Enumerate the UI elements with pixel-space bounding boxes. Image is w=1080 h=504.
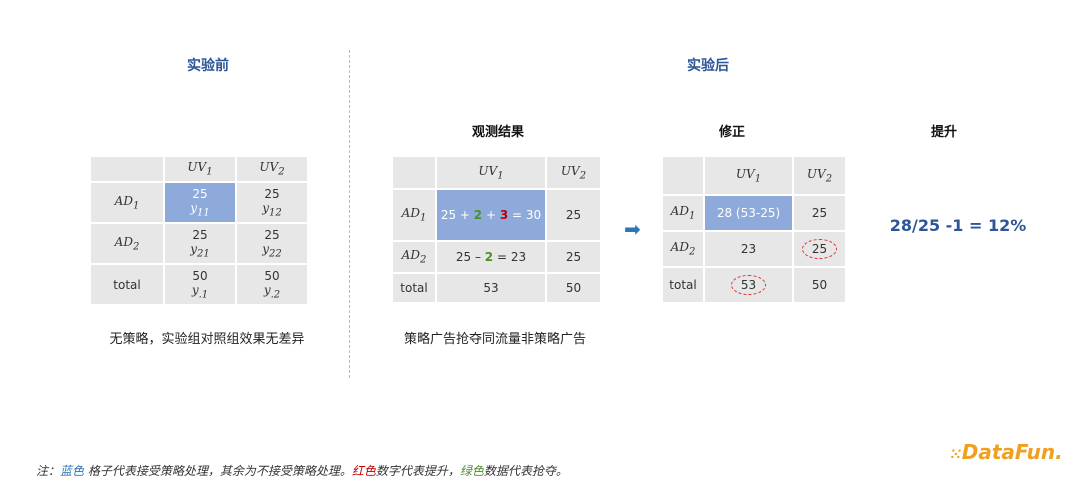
cell-ad2-uv1: 25 – 2 = 23 — [437, 242, 545, 272]
cell-ad1-uv2: 25 — [547, 190, 600, 240]
row-header-ad1: AD1 — [393, 190, 435, 240]
header-uv1: UV1 — [165, 157, 235, 181]
before-caption: 无策略，实验组对照组效果无差异 — [109, 332, 305, 347]
circled-value: 53 — [730, 275, 767, 295]
header-uv1: UV1 — [705, 157, 792, 194]
row-header-ad2: AD2 — [393, 242, 435, 272]
before-section-title: 实验前 — [187, 58, 229, 74]
footnote: 注：蓝色 格子代表接受策略处理，其余为不接受策略处理。红色数字代表提升，绿色数据… — [36, 464, 568, 478]
before-table: UV1 UV2 AD1 25 y11 25 y12 AD2 25 y21 25 y22 … — [89, 155, 309, 306]
observed-table: UV1 UV2 AD1 25 + 2 + 3 = 30 25 AD2 25 – … — [391, 155, 602, 304]
cell-ad2-uv1: 23 — [705, 232, 792, 266]
circled-value: 25 — [801, 239, 838, 259]
observed-title: 观测结果 — [471, 125, 524, 140]
cell-total-uv2: 50 — [794, 268, 845, 302]
row-header-total: total — [91, 265, 163, 304]
row-header-ad1: AD1 — [91, 183, 163, 222]
corner-cell — [393, 157, 435, 188]
row-header-total: total — [663, 268, 703, 302]
lift-title: 提升 — [930, 125, 957, 140]
cell-ad1-uv1: 25 y11 — [165, 183, 235, 222]
cell-total-uv1: 50 y.1 — [165, 265, 235, 304]
logo-dots-icon: ⁙ — [950, 447, 962, 463]
after-section-title: 实验后 — [687, 58, 729, 74]
header-uv2: UV2 — [237, 157, 307, 181]
arrow-right-icon: ➡ — [624, 217, 641, 241]
corrected-table: UV1 UV2 AD1 28 (53-25) 25 AD2 23 25 tota… — [661, 155, 847, 304]
cell-ad2-uv2: 25 — [794, 232, 845, 266]
header-uv2: UV2 — [547, 157, 600, 188]
observed-caption: 策略广告抢夺同流量非策略广告 — [403, 332, 586, 347]
corner-cell — [663, 157, 703, 194]
lift-formula: 28/25 -1 = 12% — [889, 216, 1027, 235]
cell-ad1-uv1: 28 (53-25) — [705, 196, 792, 230]
row-header-ad1: AD1 — [663, 196, 703, 230]
cell-ad2-uv2: 25 — [547, 242, 600, 272]
section-divider — [349, 50, 350, 378]
row-header-ad2: AD2 — [663, 232, 703, 266]
cell-ad1-uv2: 25 y12 — [237, 183, 307, 222]
cell-total-uv1: 53 — [705, 268, 792, 302]
cell-ad2-uv2: 25 y22 — [237, 224, 307, 263]
header-uv2: UV2 — [794, 157, 845, 194]
corrected-title: 修正 — [718, 125, 745, 140]
cell-ad1-uv1: 25 + 2 + 3 = 30 — [437, 190, 545, 240]
datafun-logo: ⁙DataFun. — [950, 440, 1063, 464]
cell-ad2-uv1: 25 y21 — [165, 224, 235, 263]
cell-total-uv2: 50 y.2 — [237, 265, 307, 304]
corner-cell — [91, 157, 163, 181]
row-header-total: total — [393, 274, 435, 302]
header-uv1: UV1 — [437, 157, 545, 188]
row-header-ad2: AD2 — [91, 224, 163, 263]
cell-total-uv1: 53 — [437, 274, 545, 302]
cell-total-uv2: 50 — [547, 274, 600, 302]
cell-ad1-uv2: 25 — [794, 196, 845, 230]
